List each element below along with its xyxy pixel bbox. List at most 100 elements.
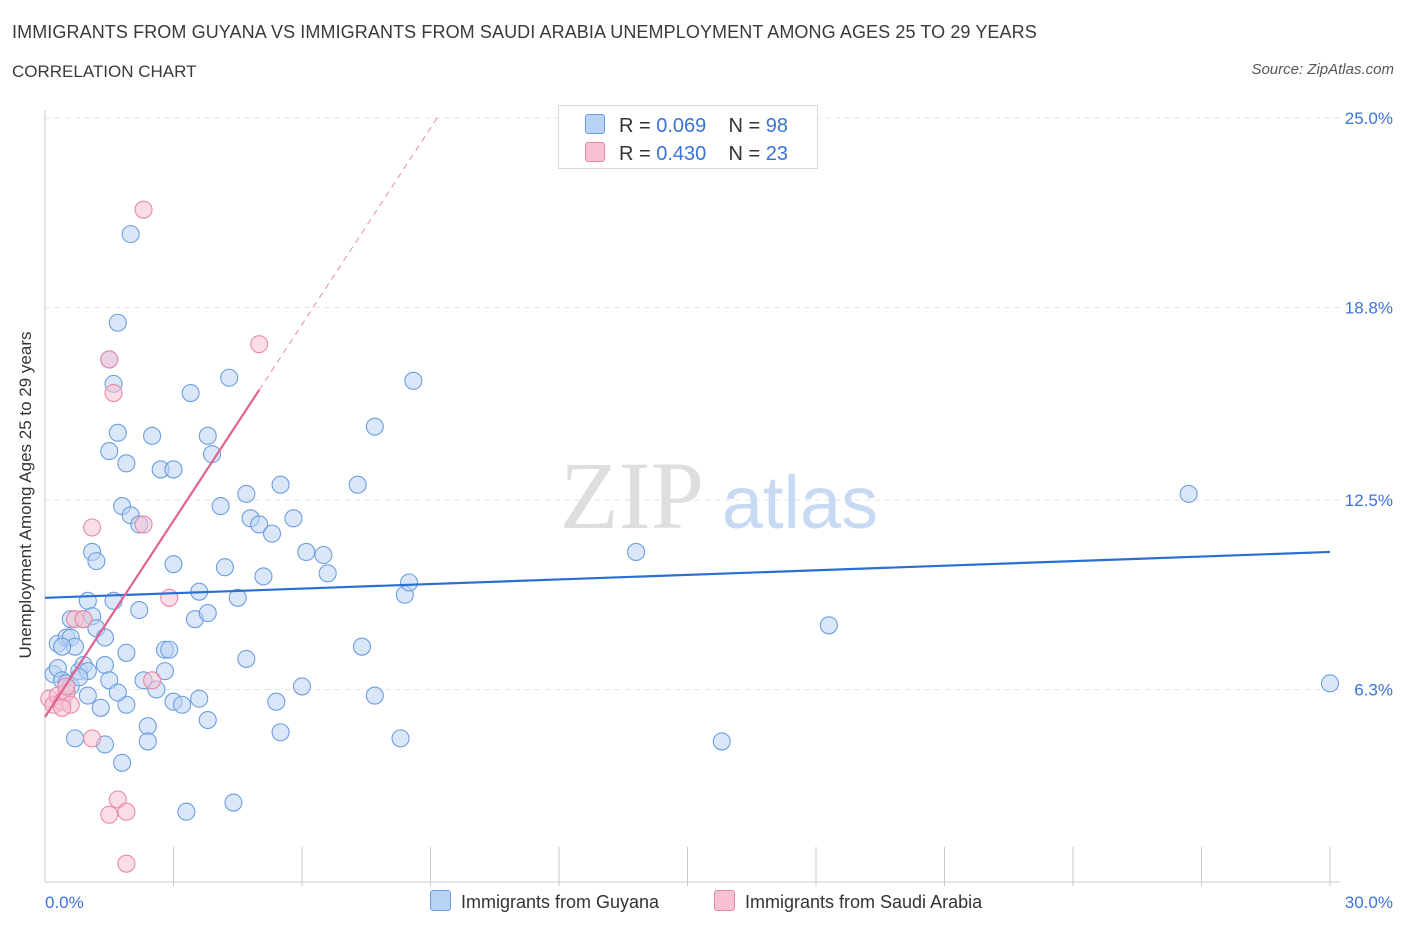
legend-r-value-saudi: 0.430 [656,143,707,165]
data-point-guyana [164,460,183,479]
watermark: ZIP atlas [560,442,878,549]
data-point-guyana [53,637,72,656]
data-point-guyana [712,732,731,751]
trend-lines [44,114,1331,718]
data-point-guyana [1320,674,1340,693]
data-point-guyana [95,628,115,647]
chart-title: IMMIGRANTS FROM GUYANA VS IMMIGRANTS FRO… [12,22,1037,42]
y-tick-label: 18.8% [1345,298,1393,317]
data-point-guyana [215,558,234,577]
data-point-saudi [250,335,269,354]
data-point-saudi [160,588,179,607]
data-point-saudi [83,518,102,537]
bottom-legend-swatch-guyana [430,890,451,911]
data-point-guyana [198,710,217,730]
trend-line-saudi-extension [258,114,440,391]
data-point-guyana [365,417,384,436]
data-point-guyana [113,753,132,772]
axes [44,110,1340,886]
data-point-guyana [117,643,136,662]
data-point-saudi [100,350,119,369]
data-point-guyana [391,729,410,748]
data-point-guyana [108,683,127,702]
data-point-guyana [160,640,179,659]
data-point-guyana [365,686,384,705]
data-point-guyana [352,637,372,656]
data-point-saudi [134,200,153,219]
data-point-guyana [271,723,290,742]
data-point-guyana [297,542,316,562]
data-point-guyana [117,454,136,473]
legend-swatch-saudi [585,142,605,162]
data-point-guyana [254,567,273,586]
data-point-guyana [271,475,290,494]
legend-r-value-guyana: 0.069 [656,115,707,137]
tick-labels: 6.3% 12.5% 18.8% 25.0% 0.0% 30.0% [45,109,1393,912]
legend-n-label: N = [728,115,766,137]
data-point-guyana [211,497,230,516]
data-point-saudi [117,802,136,821]
data-point-guyana [173,695,192,714]
data-point-guyana [1179,484,1198,503]
data-point-saudi [100,805,119,824]
data-point-guyana [100,671,119,690]
data-point-guyana [87,552,106,571]
data-point-saudi [74,610,93,629]
data-point-saudi [83,729,102,748]
bottom-legend-guyana[interactable]: Immigrants from Guyana [430,890,659,913]
data-point-saudi [104,383,123,403]
data-point-guyana [108,313,127,332]
data-point-guyana [267,692,286,711]
data-point-guyana [78,686,97,705]
data-point-guyana [237,484,256,503]
trend-line-saudi [44,389,261,718]
data-point-guyana [138,717,157,736]
data-point-guyana [292,677,312,696]
data-point-guyana [314,545,333,565]
y-tick-label: 25.0% [1345,109,1393,128]
data-point-guyana [130,600,149,620]
data-point-guyana [318,564,337,583]
data-point-guyana [284,509,303,528]
data-point-guyana [262,524,282,543]
data-point-guyana [143,426,162,445]
data-point-guyana [121,225,140,244]
bottom-legend-swatch-saudi [714,890,735,911]
bottom-legend-saudi[interactable]: Immigrants from Saudi Arabia [714,890,982,913]
data-point-guyana [164,555,183,574]
data-points [40,200,1340,873]
data-point-guyana [91,698,110,717]
data-point-guyana [177,802,196,821]
data-point-guyana [348,475,367,494]
legend-r-label: R = [619,143,657,165]
legend-n-value-saudi: 23 [765,143,789,165]
bottom-legend-label-guyana: Immigrants from Guyana [461,892,660,912]
data-point-saudi [117,854,136,873]
data-point-guyana [198,426,217,445]
data-point-guyana [117,695,136,714]
correlation-legend: R = 0.069 N = 98 R = 0.430 N = 23 [558,105,818,169]
data-point-guyana [198,604,217,623]
source-credit: Source: ZipAtlas.com [1251,61,1394,78]
legend-row-saudi: R = 0.430 N = 23 [585,142,788,166]
legend-swatch-guyana [585,114,605,134]
legend-n-value-guyana: 98 [765,115,789,137]
data-point-guyana [190,689,209,708]
data-point-guyana [220,368,239,387]
data-point-saudi [108,790,127,809]
data-point-saudi [143,671,162,690]
bottom-legend-label-saudi: Immigrants from Saudi Arabia [745,892,983,912]
data-point-guyana [228,588,247,607]
data-point-guyana [237,649,256,668]
watermark-zip: ZIP [560,442,704,549]
data-point-guyana [108,423,127,442]
data-point-guyana [65,729,85,748]
trend-line-guyana [44,550,1331,599]
data-point-guyana [155,662,174,681]
watermark-atlas: atlas [722,461,878,544]
data-point-guyana [181,383,200,403]
data-point-saudi [134,515,153,534]
x-tick-label: 30.0% [1345,893,1393,912]
data-point-guyana [224,793,243,812]
